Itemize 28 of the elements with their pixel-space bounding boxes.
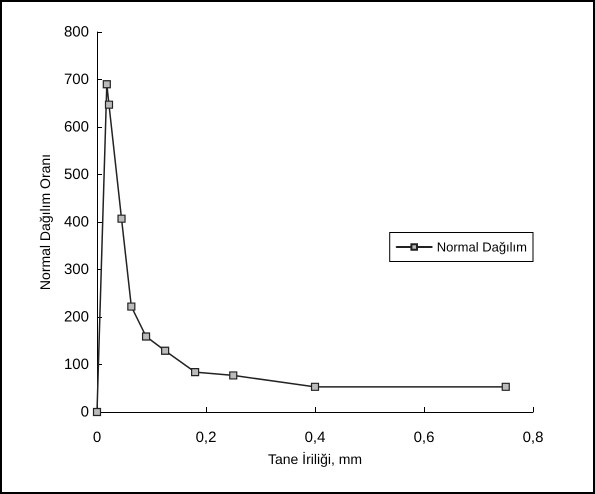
y-tick-label: 200 (64, 308, 89, 326)
point (127, 302, 136, 311)
y-tick-label: 0 (80, 404, 89, 420)
y-tick-label: 100 (64, 356, 89, 373)
y-tick-label: 400 (64, 214, 89, 230)
point (92, 408, 102, 416)
x-tick-label: 0,6 (414, 429, 434, 446)
point (229, 371, 238, 380)
y-tick-label: 300 (64, 261, 89, 278)
x-tick-label: 0,2 (196, 429, 216, 446)
x-tick-label: 0 (92, 429, 102, 446)
y-tick-label: 500 (64, 166, 89, 183)
point (310, 382, 320, 391)
x-tick-label: 0,4 (304, 429, 326, 446)
point (142, 332, 150, 341)
y-tick-label: 700 (64, 71, 89, 88)
y-axis-title: Normal Dağılım Oranı (37, 154, 53, 290)
x-tick-label: 0,8 (522, 429, 544, 446)
y-tick-label: 600 (64, 118, 89, 136)
point (161, 346, 170, 355)
legend-label: Normal Dağılım (436, 240, 527, 254)
point (117, 214, 126, 223)
point (104, 100, 114, 109)
point (191, 368, 200, 376)
point (102, 80, 111, 88)
y-tick-label: 800 (64, 24, 89, 40)
point (502, 382, 510, 391)
x-axis-title: Tane İriliği, mm (268, 451, 362, 467)
